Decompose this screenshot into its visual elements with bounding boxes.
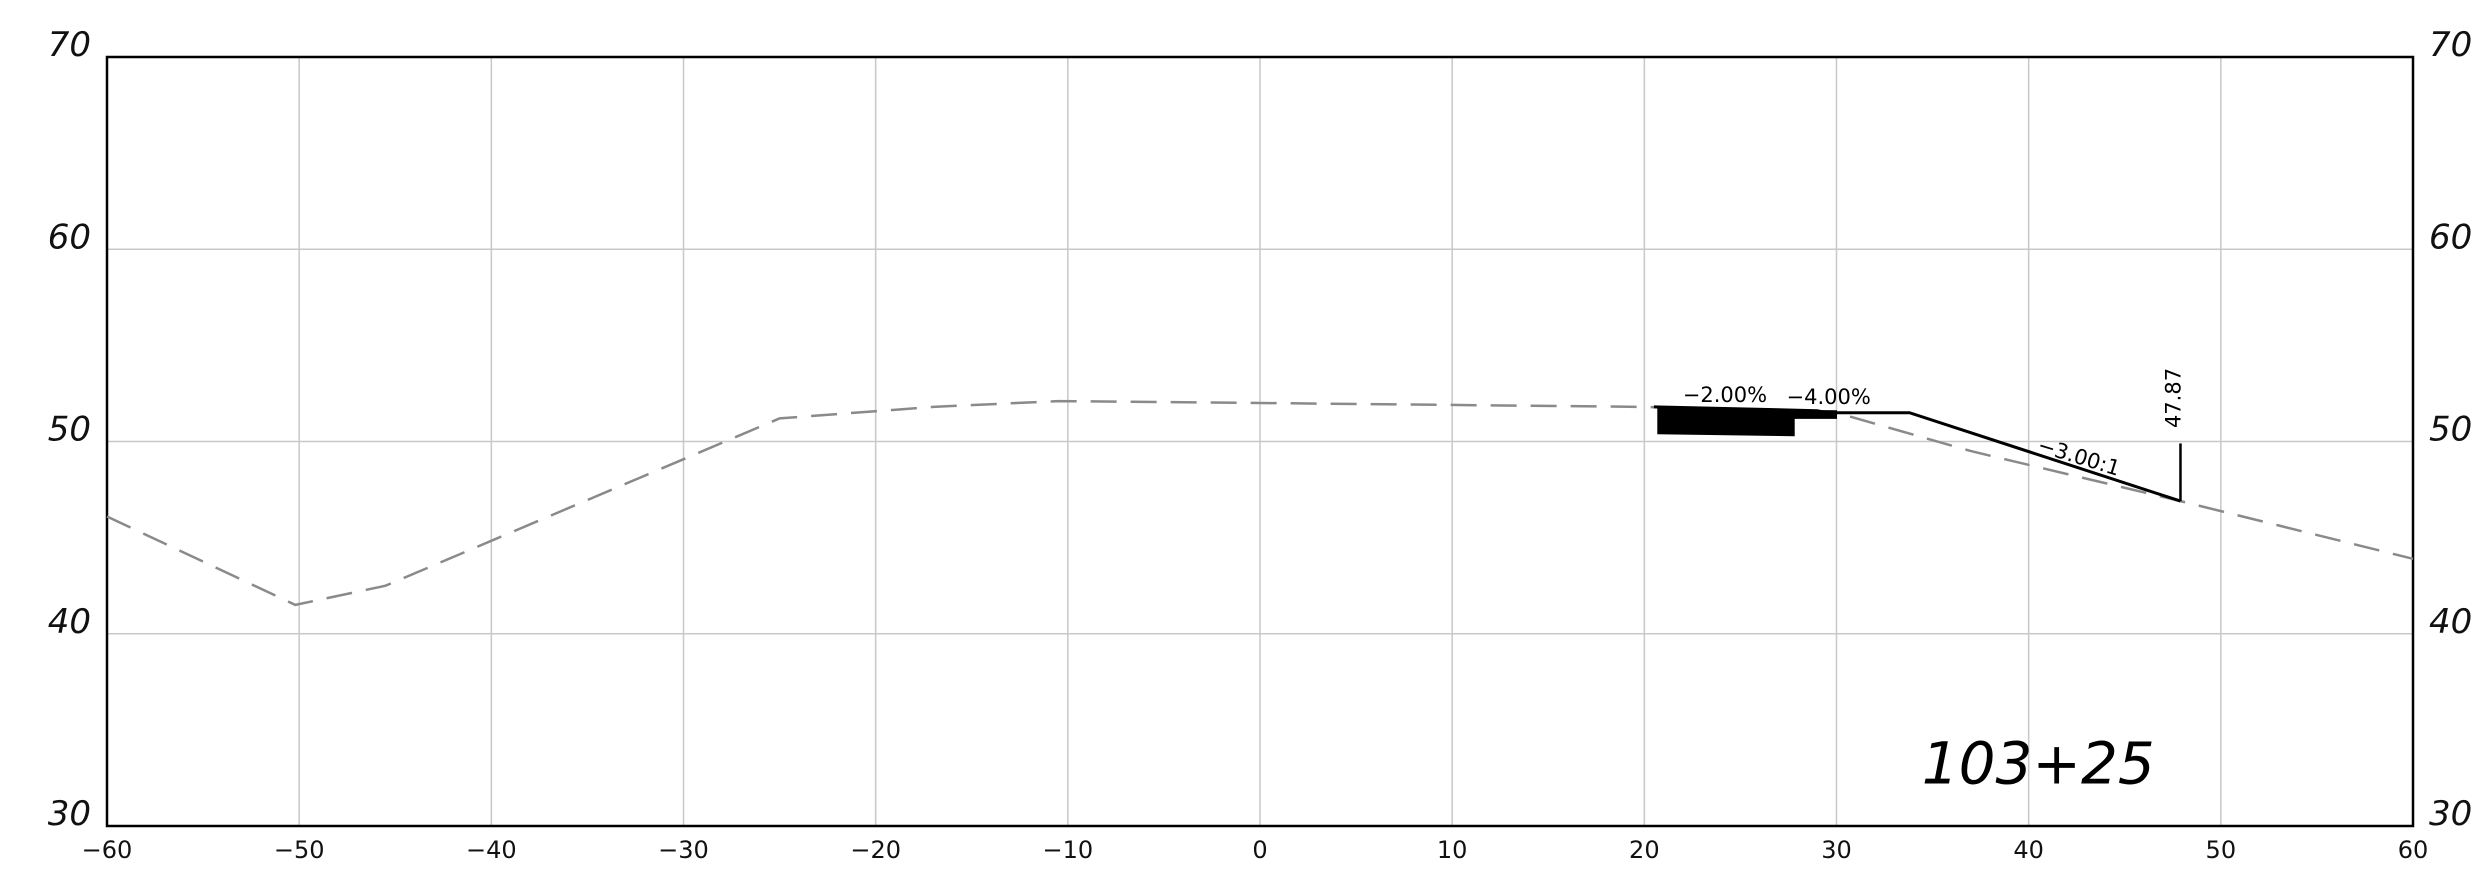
x-tick-label: 60 [2398, 836, 2429, 864]
x-tick-label: 50 [2206, 836, 2237, 864]
y-tick-label-right: 50 [2429, 410, 2472, 450]
x-tick-label: 30 [1821, 836, 1852, 864]
y-tick-label-left: 50 [48, 410, 91, 450]
x-tick-label: −50 [274, 836, 325, 864]
y-tick-label-right: 70 [2429, 25, 2472, 65]
x-tick-label: −40 [466, 836, 517, 864]
existing-ground-line [106, 399, 2414, 607]
x-tick-label: −60 [82, 836, 133, 864]
y-tick-label-right: 30 [2429, 794, 2472, 834]
pavement-section [1657, 408, 1837, 437]
series [106, 399, 2414, 607]
y-tick-label-right: 60 [2429, 217, 2472, 257]
x-tick-label: 10 [1437, 836, 1468, 864]
x-tick-label: −10 [1043, 836, 1094, 864]
y-tick-label-right: 40 [2429, 602, 2472, 642]
y-tick-label-left: 40 [48, 602, 91, 642]
grid [107, 57, 2413, 826]
annotation-label: 47.87 [2161, 368, 2185, 428]
x-tick-label: 0 [1252, 836, 1267, 864]
plot-frame [105, 55, 2415, 828]
y-tick-label-left: 30 [48, 794, 91, 834]
annotation-label: −3.00:1 [2035, 433, 2123, 481]
x-tick-label: 40 [2013, 836, 2044, 864]
x-tick-label: −30 [658, 836, 709, 864]
y-tick-label-left: 60 [48, 217, 91, 257]
x-tick-label: −20 [850, 836, 901, 864]
y-tick-label-left: 70 [48, 25, 91, 65]
x-tick-label: 20 [1629, 836, 1660, 864]
annotation-label: −4.00% [1787, 385, 1871, 409]
annotation-label: −2.00% [1683, 383, 1767, 407]
station-label: 103+25 [1922, 730, 2155, 798]
